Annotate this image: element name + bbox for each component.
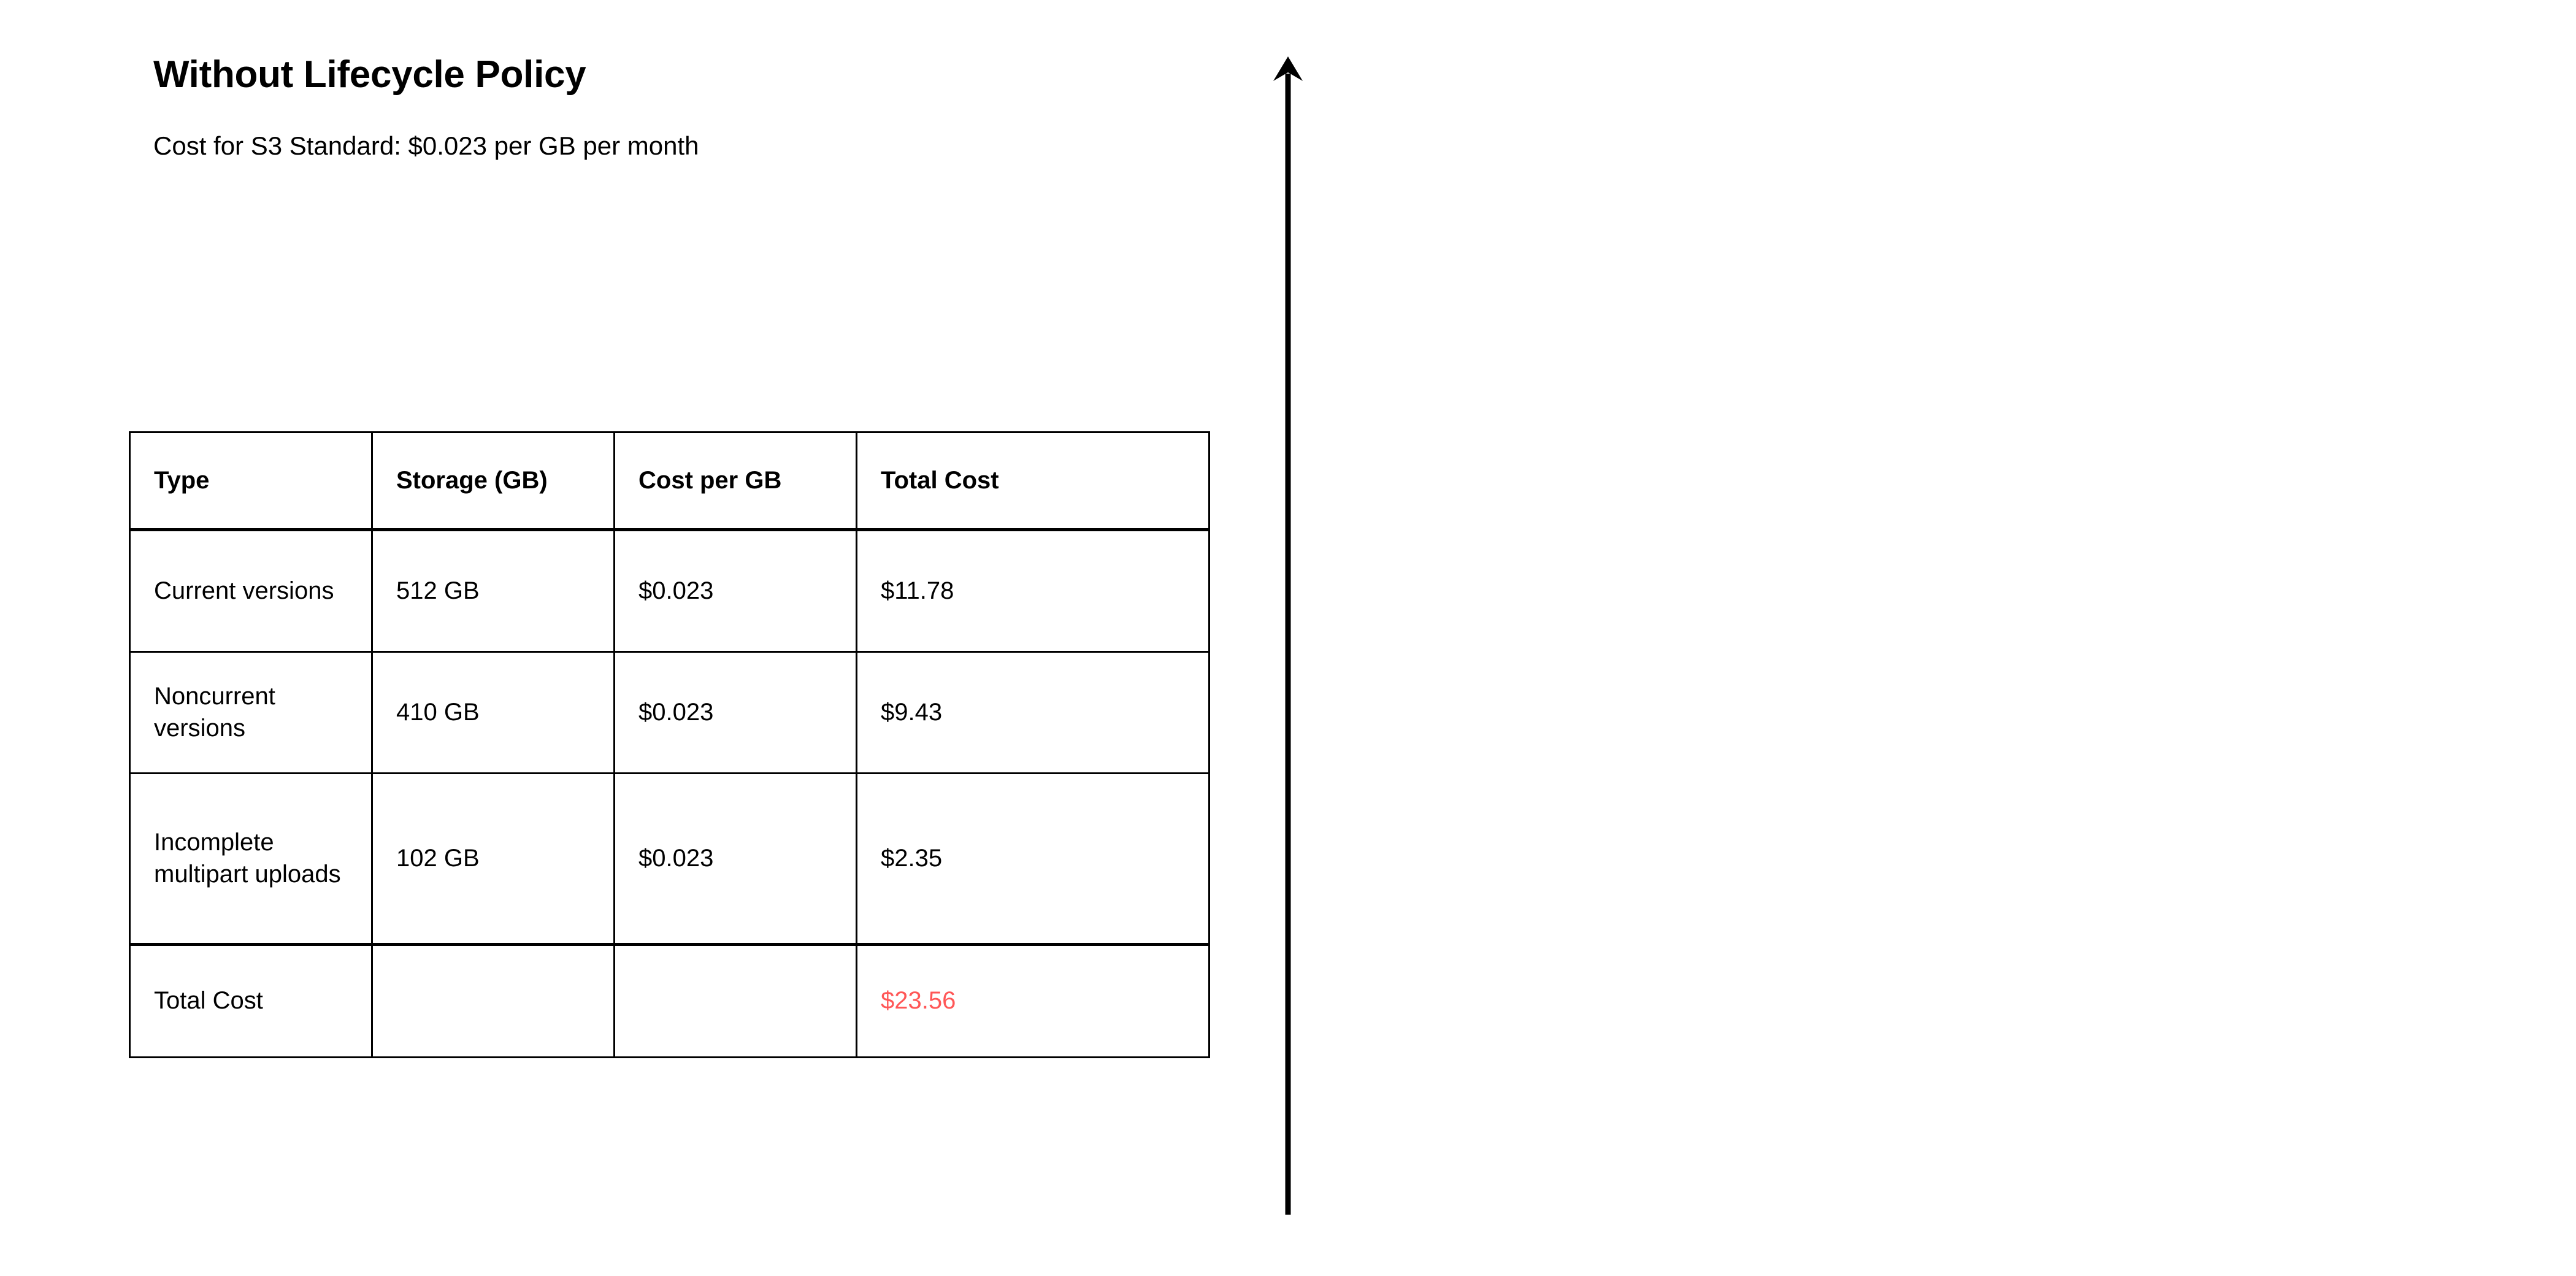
table-total-row: Total Cost $23.56 — [129, 943, 1210, 1058]
cell-storage: 512 GB — [371, 529, 615, 653]
cell-type: Noncurrent versions — [129, 651, 373, 774]
column-header-total: Total Cost — [856, 431, 1210, 531]
cell-cost: $0.023 — [613, 772, 857, 945]
with-lifecycle-panel: With Lifecycle Policy Abort Incomplete M… — [1288, 0, 2576, 1276]
column-header-storage: Storage (GB) — [371, 431, 615, 531]
cell-cost: $0.023 — [613, 529, 857, 653]
cost-table-without: Type Storage (GB) Cost per GB Total Cost… — [129, 431, 1210, 1058]
column-header-type: Type — [129, 431, 373, 531]
table-row: Incomplete multipart uploads 102 GB $0.0… — [129, 772, 1210, 945]
cell-storage: 102 GB — [371, 772, 615, 945]
cell-total-cost — [613, 943, 857, 1058]
cell-cost: $0.023 — [613, 651, 857, 774]
column-header-cost: Cost per GB — [613, 431, 857, 531]
cell-total: $9.43 — [856, 651, 1210, 774]
without-lifecycle-panel: Without Lifecycle Policy Cost for S3 Sta… — [129, 53, 1210, 1058]
cell-total-label: Total Cost — [129, 943, 373, 1058]
cell-type: Incomplete multipart uploads — [129, 772, 373, 945]
table-row: Noncurrent versions 410 GB $0.023 $9.43 — [129, 651, 1210, 774]
s3-standard-cost-subtitle: Cost for S3 Standard: $0.023 per GB per … — [153, 131, 699, 160]
cell-type: Current versions — [129, 529, 373, 653]
cell-total: $11.78 — [856, 529, 1210, 653]
table-header-row: Type Storage (GB) Cost per GB Total Cost — [129, 431, 1210, 531]
cell-total-storage — [371, 943, 615, 1058]
table-row: Current versions 512 GB $0.023 $11.78 — [129, 529, 1210, 653]
cell-storage: 410 GB — [371, 651, 615, 774]
page-title-without: Without Lifecycle Policy — [153, 53, 586, 96]
grand-total-value: $23.56 — [856, 943, 1210, 1058]
cell-total: $2.35 — [856, 772, 1210, 945]
